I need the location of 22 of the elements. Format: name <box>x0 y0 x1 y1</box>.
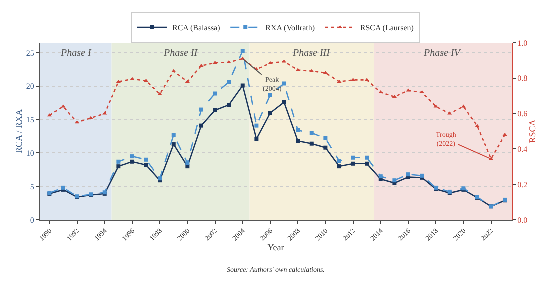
legend-label: RSCA (Laursen) <box>360 24 414 33</box>
y2-tick-label: 0.0 <box>518 216 528 225</box>
band-label: Phase IV <box>423 48 462 59</box>
y-axis-title: RCA / RXA <box>14 108 24 154</box>
x-axis-title: Year <box>268 242 284 253</box>
y-tick-label: 5 <box>30 182 34 192</box>
y2-tick-label: 0.6 <box>518 110 528 119</box>
y2-tick-label: 0.4 <box>518 145 528 154</box>
y-tick-label: 15 <box>26 116 34 125</box>
band-label: Phase II <box>163 48 198 59</box>
y-tick-label: 25 <box>26 48 34 58</box>
band-label: Phase III <box>292 48 331 59</box>
y2-tick-label: 0.2 <box>518 180 528 190</box>
y-tick-label: 0 <box>30 216 34 225</box>
y-tick-label: 20 <box>26 82 34 92</box>
legend-label: RXA (Vollrath) <box>266 24 316 33</box>
y2-tick-label: 0.8 <box>518 74 528 84</box>
legend-label: RCA (Balassa) <box>172 24 221 33</box>
y2-tick-label: 1.0 <box>518 38 528 48</box>
y-tick-label: 10 <box>26 149 34 158</box>
y2-axis-title: RSCA <box>527 119 538 144</box>
band-label: Phase I <box>60 48 92 59</box>
